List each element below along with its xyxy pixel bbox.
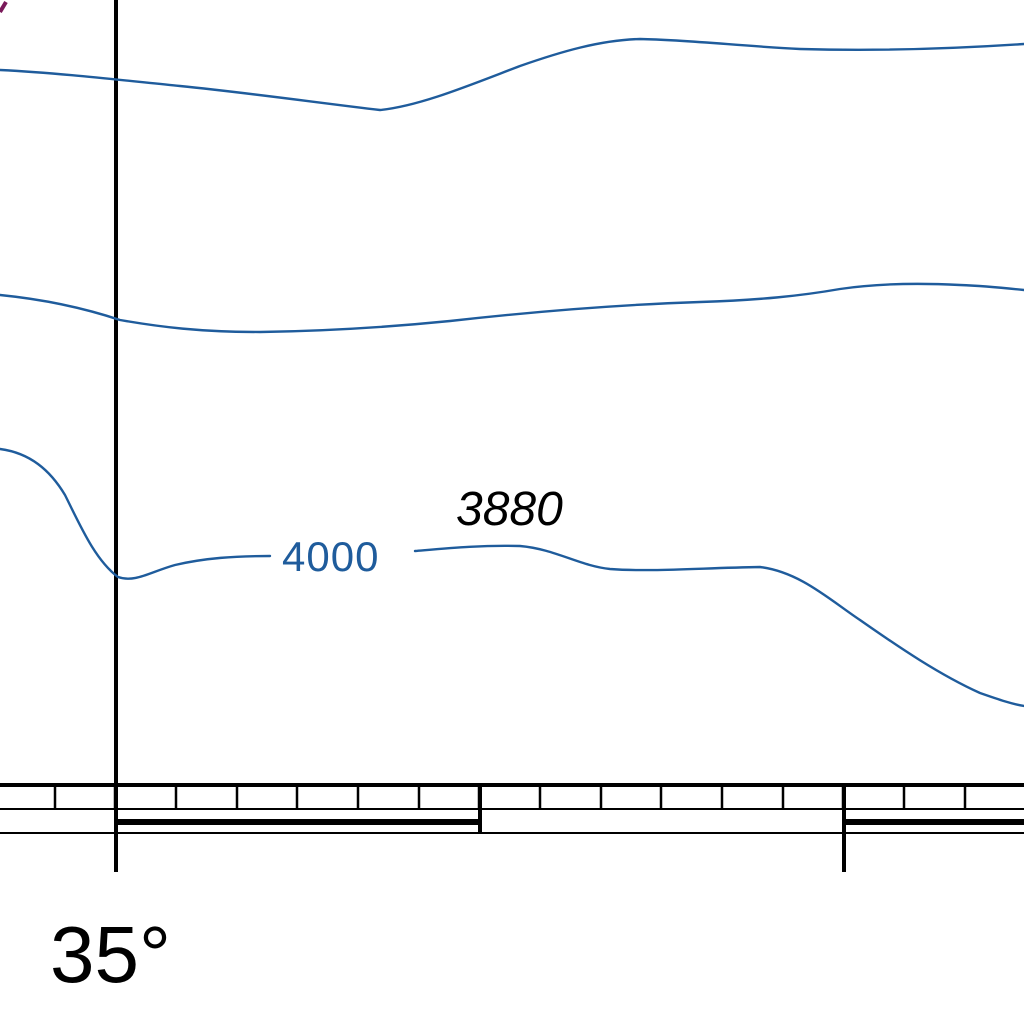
lower-contour-right: [413, 544, 1024, 708]
border-scale: [0, 783, 1024, 872]
contour-label-4000: 4000: [282, 533, 379, 580]
depth-sounding: 3880: [456, 483, 563, 536]
lower-contour: [0, 447, 272, 580]
middle-contour: [0, 282, 1024, 334]
upper-contour: [0, 37, 1024, 112]
longitude-label: 35°: [50, 910, 171, 999]
coastline-fragment: [0, 0, 8, 14]
